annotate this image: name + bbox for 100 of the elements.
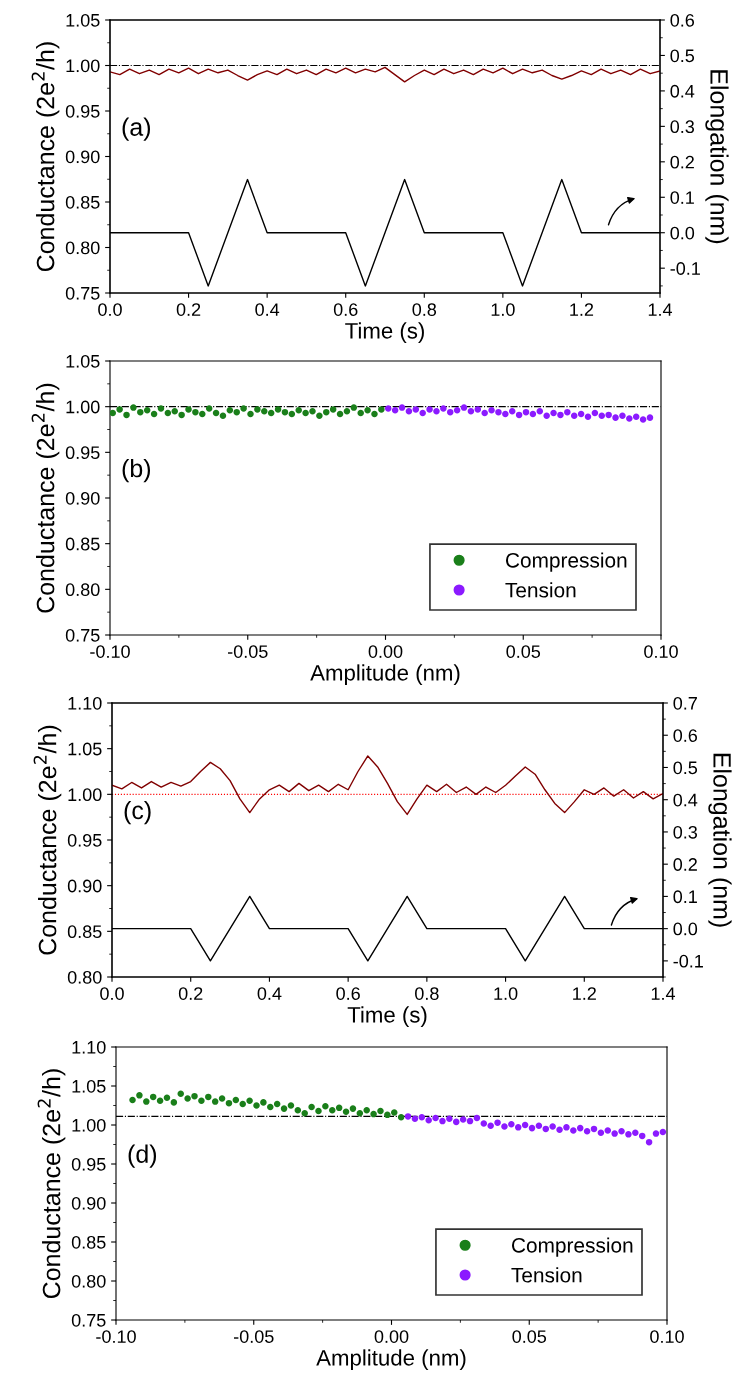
point	[163, 1094, 171, 1101]
point	[460, 404, 468, 411]
point	[129, 1096, 136, 1104]
point	[576, 1124, 584, 1132]
x-tick-label: 0.00	[374, 1330, 409, 1343]
point	[418, 1113, 426, 1121]
y2-tick-label: 0.2	[670, 155, 694, 169]
point	[116, 406, 123, 413]
point	[439, 1117, 446, 1125]
y-tick-label: 1.00	[66, 400, 100, 414]
y-axis-title: Conductance (2e$^{2}$/h)	[31, 42, 60, 272]
point	[528, 1124, 536, 1132]
point	[350, 404, 358, 411]
point	[261, 407, 268, 415]
point	[632, 413, 640, 420]
y2-tick-label: 0.5	[670, 49, 695, 63]
point	[149, 1093, 157, 1101]
point	[171, 407, 178, 415]
point	[412, 406, 420, 413]
point	[136, 1092, 143, 1099]
point	[110, 409, 117, 417]
line-series	[110, 66, 660, 83]
y-tick-label: 0.85	[65, 537, 100, 551]
point	[605, 411, 612, 419]
point	[170, 1099, 178, 1106]
point	[143, 407, 151, 414]
point	[294, 1106, 302, 1114]
point	[474, 406, 482, 413]
point	[323, 408, 330, 416]
y-tick-label: 1.00	[68, 788, 102, 802]
point	[295, 407, 302, 414]
point	[225, 1099, 233, 1107]
point	[543, 412, 550, 420]
point	[191, 1092, 198, 1100]
point	[239, 1100, 246, 1108]
point	[598, 412, 606, 420]
annotation: (d)	[128, 1144, 157, 1168]
point	[156, 1097, 164, 1105]
point	[590, 1125, 598, 1133]
point	[342, 1108, 350, 1115]
y-tick-label: 1.05	[66, 354, 100, 368]
point	[521, 1121, 529, 1129]
point	[349, 1105, 357, 1112]
point	[440, 405, 447, 412]
legend-label: Tension	[505, 582, 576, 598]
y2-tick-label: 0.2	[673, 858, 697, 871]
annotation: (c)	[124, 800, 151, 825]
point	[404, 1113, 412, 1120]
y2-tick-label: 0.3	[670, 120, 695, 134]
point	[591, 409, 599, 417]
point	[626, 415, 633, 422]
point	[611, 1130, 618, 1137]
y-tick-label: 0.85	[67, 925, 102, 939]
point	[260, 1099, 267, 1106]
legend-label: Compression	[512, 1237, 633, 1257]
x-tick-label: -0.10	[90, 645, 130, 658]
point	[336, 410, 344, 418]
annotation: (b)	[122, 458, 151, 483]
point	[495, 408, 502, 416]
point	[357, 409, 364, 417]
point	[564, 408, 571, 416]
x-tick-label: 0.00	[368, 645, 403, 658]
x-tick-label: 0.10	[650, 1330, 684, 1343]
point	[612, 414, 619, 421]
point	[329, 406, 337, 413]
point	[267, 409, 275, 417]
point	[619, 412, 626, 420]
point	[226, 407, 234, 414]
y-tick-label: 0.90	[67, 879, 102, 893]
point	[639, 416, 647, 423]
y-tick-label: 0.80	[65, 241, 100, 255]
point	[184, 1095, 191, 1102]
point	[343, 407, 351, 415]
point	[391, 1109, 398, 1116]
y2-tick-label: 0.3	[673, 825, 698, 839]
point	[557, 411, 564, 419]
x-axis-title: Time (s)	[345, 322, 424, 344]
point	[316, 412, 323, 420]
point	[253, 1102, 260, 1109]
x-tick-label: 0.2	[178, 987, 203, 1000]
point	[301, 1110, 308, 1117]
point	[398, 404, 406, 411]
point	[178, 411, 185, 419]
point	[212, 409, 220, 417]
point	[157, 405, 165, 412]
y-tick-label: 0.95	[65, 446, 100, 460]
point	[625, 1131, 632, 1138]
point	[370, 1110, 377, 1118]
point	[377, 1107, 384, 1115]
point	[130, 404, 137, 411]
y-tick-label: 0.75	[65, 628, 100, 642]
y2-tick-label: 0.0	[670, 226, 695, 240]
y-tick-label: 0.80	[67, 970, 102, 984]
point	[281, 408, 289, 416]
y-tick-label: 1.05	[68, 742, 102, 756]
y-tick-label: 0.95	[65, 104, 100, 118]
point	[219, 412, 227, 420]
point	[322, 1103, 329, 1110]
point	[177, 1090, 184, 1098]
point	[164, 409, 172, 417]
